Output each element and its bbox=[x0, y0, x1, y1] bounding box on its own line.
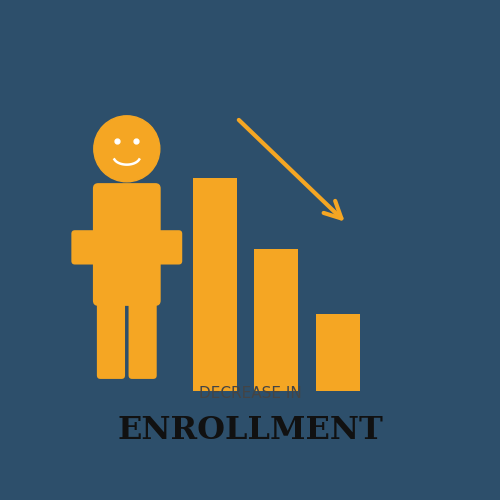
Circle shape bbox=[94, 116, 160, 182]
Text: 4.7%: 4.7% bbox=[287, 96, 395, 134]
FancyBboxPatch shape bbox=[150, 230, 182, 264]
FancyBboxPatch shape bbox=[316, 314, 360, 391]
FancyBboxPatch shape bbox=[97, 292, 125, 379]
FancyBboxPatch shape bbox=[193, 178, 237, 391]
FancyBboxPatch shape bbox=[72, 230, 104, 264]
Text: DECREASE IN: DECREASE IN bbox=[198, 386, 302, 400]
Text: ENROLLMENT: ENROLLMENT bbox=[117, 415, 383, 446]
FancyBboxPatch shape bbox=[128, 292, 156, 379]
FancyBboxPatch shape bbox=[254, 249, 298, 391]
FancyBboxPatch shape bbox=[93, 183, 160, 306]
